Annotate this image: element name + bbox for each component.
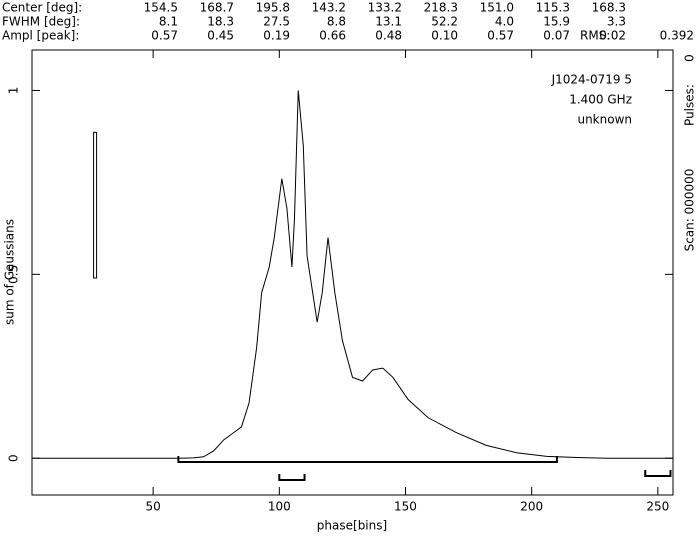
header-value: 0.57 [151, 29, 178, 43]
bracket [177, 456, 558, 463]
header-value: 133.2 [368, 1, 402, 15]
rms-label: RMS: [580, 29, 610, 43]
header-value: 0.66 [319, 29, 346, 43]
annotation: unknown [577, 113, 632, 127]
side-label: 0 [683, 54, 697, 62]
y-tick-label: 0.5 [7, 265, 21, 284]
rms-value: 0.392 [660, 29, 694, 43]
header-value: 0.57 [487, 29, 514, 43]
header-value: 8.8 [327, 15, 346, 29]
header-label: FWHM [deg]: [2, 15, 80, 29]
header-value: 8.1 [159, 15, 178, 29]
x-tick-label: 250 [646, 500, 669, 514]
scale-bar [93, 131, 98, 279]
header-value: 4.0 [495, 15, 514, 29]
header-value: 3.3 [607, 15, 626, 29]
header-value: 0.45 [207, 29, 234, 43]
x-tick-label: 150 [394, 500, 417, 514]
x-tick-label: 100 [268, 500, 291, 514]
header-label: Ampl [peak]: [2, 29, 79, 43]
header-value: 13.1 [375, 15, 402, 29]
header-value: 0.48 [375, 29, 402, 43]
header-value: 27.5 [263, 15, 290, 29]
x-tick-label: 200 [520, 500, 543, 514]
header-value: 195.8 [256, 1, 290, 15]
header-value: 0.10 [431, 29, 458, 43]
header-value: 168.3 [592, 1, 626, 15]
header-value: 0.02 [599, 29, 626, 43]
header-value: 15.9 [543, 15, 570, 29]
side-label: Pulses: [683, 84, 697, 126]
annotation: J1024-0719 5 [551, 73, 632, 87]
bracket [644, 470, 672, 477]
header-value: 52.2 [431, 15, 458, 29]
header-value: 154.5 [144, 1, 178, 15]
x-tick-label: 50 [145, 500, 160, 514]
y-tick-label: 1 [7, 87, 21, 95]
side-label: Scan: 000000 [683, 169, 697, 252]
bracket [278, 474, 306, 481]
x-axis-label: phase[bins] [317, 519, 387, 533]
header-value: 143.2 [312, 1, 346, 15]
header-value: 0.07 [543, 29, 570, 43]
annotation: 1.400 GHz [569, 93, 632, 107]
profile-line [32, 90, 673, 459]
header-value: 18.3 [207, 15, 234, 29]
header-value: 168.7 [200, 1, 234, 15]
plot-frame [31, 49, 674, 496]
header-value: 218.3 [424, 1, 458, 15]
header-label: Center [deg]: [2, 1, 82, 15]
y-tick-label: 0 [7, 454, 21, 462]
header-value: 0.19 [263, 29, 290, 43]
header-value: 151.0 [480, 1, 514, 15]
y-axis-label: sum of Gaussians [3, 219, 17, 325]
header-value: 115.3 [536, 1, 570, 15]
